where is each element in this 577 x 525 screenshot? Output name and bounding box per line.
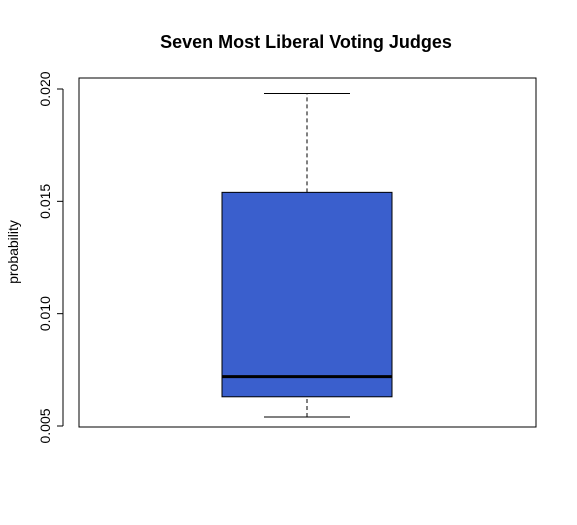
chart-title: Seven Most Liberal Voting Judges [160,32,452,52]
y-axis-label: probability [5,220,21,284]
plot-frame [78,77,537,428]
box-group [221,92,393,418]
iqr-box [221,191,393,398]
y-tick-label: 0.015 [37,184,53,219]
y-axis: 0.005 0.010 0.015 0.020 [37,71,64,444]
y-tick-label: 0.010 [37,296,53,331]
y-tick-label: 0.020 [37,71,53,106]
y-tick-label: 0.005 [37,408,53,443]
